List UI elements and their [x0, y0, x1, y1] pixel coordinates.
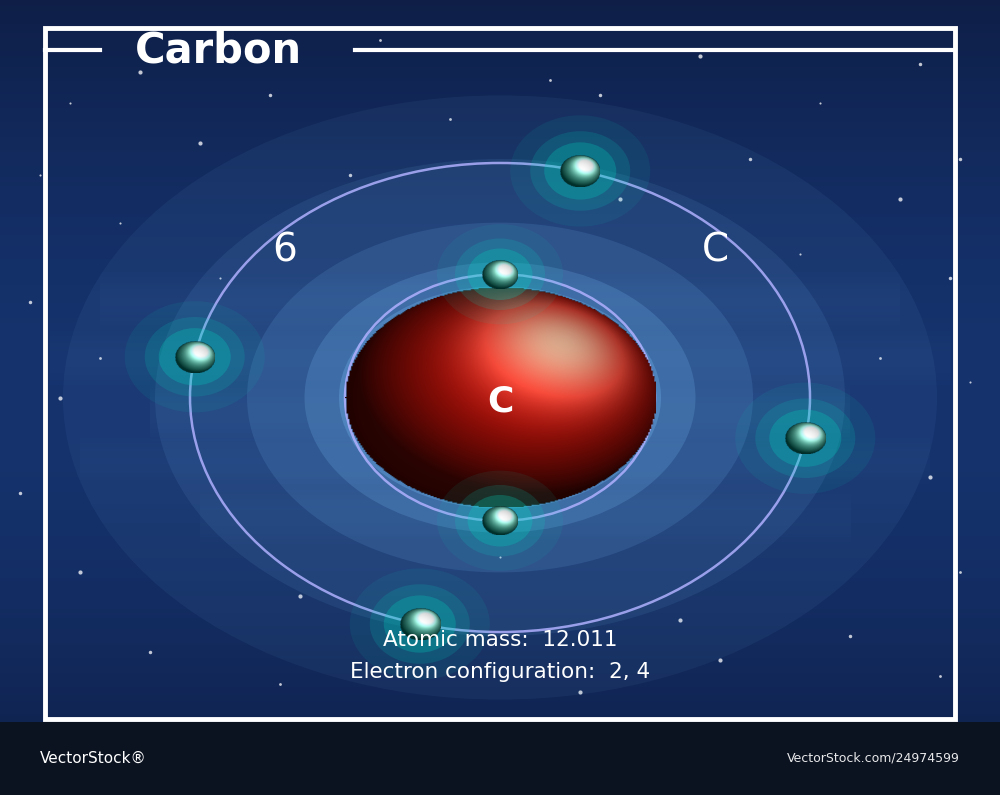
Ellipse shape [304, 262, 696, 533]
Circle shape [510, 115, 650, 227]
Text: Carbon: Carbon [135, 29, 302, 71]
Circle shape [530, 131, 630, 211]
Text: VectorStock.com/24974599: VectorStock.com/24974599 [787, 752, 960, 765]
Circle shape [437, 224, 563, 324]
Circle shape [455, 238, 545, 310]
Circle shape [735, 382, 875, 494]
Circle shape [125, 301, 265, 413]
Text: Electron configuration:  2, 4: Electron configuration: 2, 4 [350, 661, 650, 682]
Bar [45, 28, 955, 719]
Circle shape [350, 568, 490, 680]
Circle shape [159, 328, 231, 386]
Text: C: C [487, 385, 513, 418]
Ellipse shape [339, 286, 661, 509]
Text: 6: 6 [273, 231, 297, 270]
Bar [0, 722, 1000, 795]
Text: C: C [701, 231, 729, 270]
Text: VectorStock®: VectorStock® [40, 751, 147, 766]
Ellipse shape [247, 223, 753, 572]
Ellipse shape [155, 159, 845, 636]
Circle shape [769, 409, 841, 467]
Circle shape [468, 495, 532, 546]
Circle shape [755, 398, 855, 478]
Circle shape [455, 485, 545, 556]
Text: Atomic mass:  12.011: Atomic mass: 12.011 [383, 630, 617, 650]
Circle shape [370, 584, 470, 664]
Ellipse shape [63, 95, 937, 700]
Circle shape [437, 471, 563, 571]
Circle shape [544, 142, 616, 200]
Circle shape [145, 317, 245, 397]
Circle shape [384, 595, 456, 653]
Circle shape [468, 249, 532, 300]
